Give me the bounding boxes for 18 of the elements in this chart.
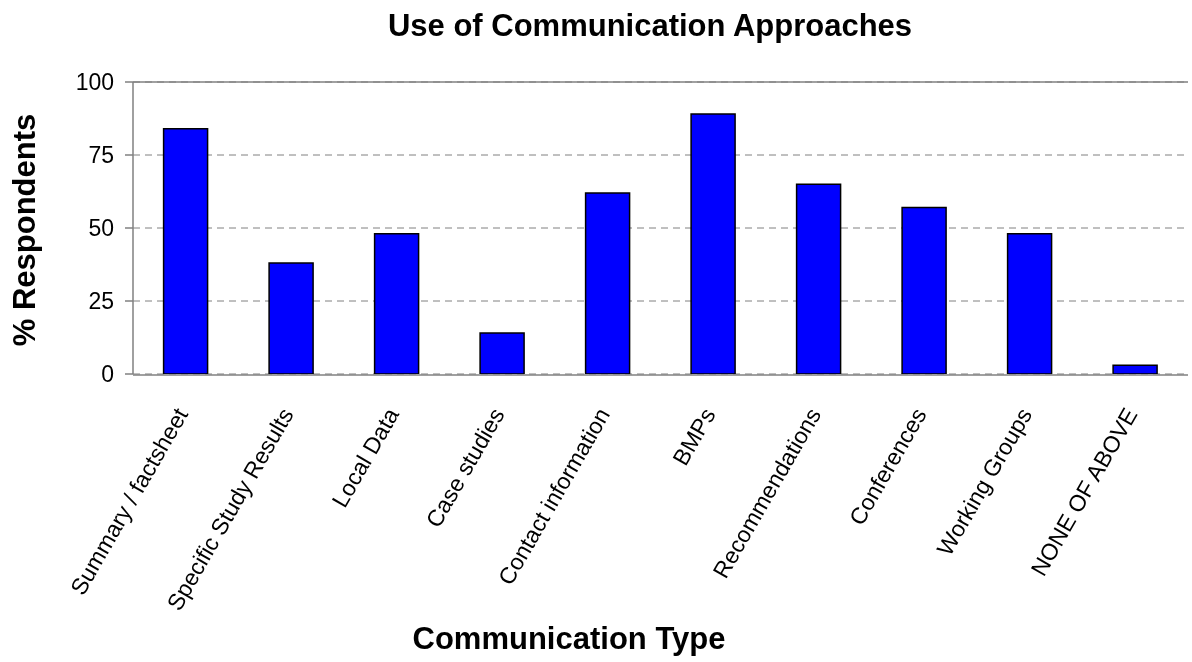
bar [795, 183, 842, 374]
y-tick-label: 75 [88, 142, 114, 169]
bar [162, 127, 209, 374]
y-tick-label: 100 [75, 69, 114, 96]
bar [268, 262, 314, 374]
y-tick-label: 50 [88, 215, 114, 242]
y-axis-title: % Respondents [6, 113, 42, 347]
bar [690, 113, 736, 374]
bar [1006, 233, 1053, 374]
y-tick-label: 25 [88, 288, 114, 315]
bar [901, 206, 947, 374]
bar [479, 332, 525, 374]
bar [584, 192, 631, 374]
bar [1112, 364, 1158, 374]
x-axis-title: Communication Type [412, 621, 726, 657]
y-tick-label: 0 [101, 361, 114, 388]
chart-title: Use of Communication Approaches [387, 7, 913, 43]
bar [373, 233, 420, 374]
